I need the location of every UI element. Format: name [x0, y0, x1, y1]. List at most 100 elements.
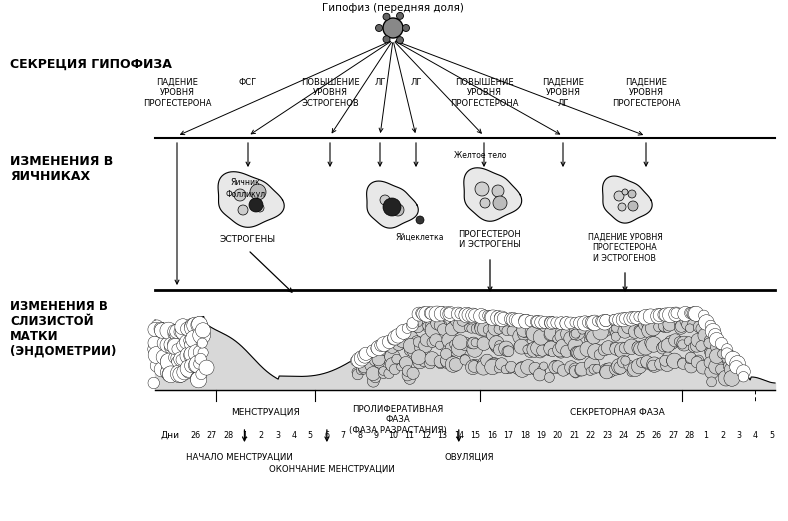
Circle shape — [537, 366, 546, 374]
Circle shape — [423, 324, 432, 332]
Circle shape — [600, 315, 611, 327]
Circle shape — [625, 340, 638, 353]
Circle shape — [437, 320, 448, 331]
Circle shape — [609, 363, 622, 375]
Circle shape — [705, 324, 721, 339]
Circle shape — [653, 321, 663, 332]
Circle shape — [544, 345, 554, 355]
Circle shape — [584, 357, 600, 373]
Circle shape — [519, 315, 530, 325]
Circle shape — [188, 344, 206, 362]
Circle shape — [501, 365, 510, 374]
Circle shape — [496, 358, 507, 370]
Circle shape — [412, 321, 424, 333]
Circle shape — [448, 320, 462, 334]
Circle shape — [551, 317, 563, 329]
Circle shape — [184, 318, 200, 334]
Circle shape — [492, 185, 504, 197]
Circle shape — [533, 329, 549, 345]
Circle shape — [407, 367, 419, 379]
Text: 22: 22 — [585, 430, 596, 440]
Text: 1: 1 — [704, 430, 708, 440]
Circle shape — [180, 347, 197, 364]
Circle shape — [589, 364, 599, 374]
Circle shape — [529, 330, 540, 340]
Circle shape — [442, 332, 458, 348]
Circle shape — [718, 350, 727, 358]
Circle shape — [709, 349, 724, 364]
Circle shape — [600, 368, 608, 377]
Circle shape — [188, 358, 203, 373]
Circle shape — [162, 366, 180, 383]
Circle shape — [425, 357, 436, 369]
Circle shape — [548, 349, 556, 357]
Text: ОКОНЧАНИЕ МЕНСТРУАЦИИ: ОКОНЧАНИЕ МЕНСТРУАЦИИ — [269, 465, 395, 474]
Circle shape — [191, 317, 207, 333]
Circle shape — [154, 323, 170, 338]
Circle shape — [161, 366, 173, 378]
Circle shape — [425, 352, 439, 366]
Circle shape — [598, 344, 611, 356]
Circle shape — [378, 368, 388, 379]
Circle shape — [149, 338, 162, 351]
Circle shape — [707, 377, 716, 387]
Circle shape — [460, 354, 469, 363]
Circle shape — [704, 357, 716, 368]
Circle shape — [404, 347, 413, 355]
Circle shape — [404, 373, 415, 384]
Circle shape — [523, 345, 532, 354]
Circle shape — [485, 311, 496, 322]
Circle shape — [699, 315, 714, 330]
Circle shape — [479, 310, 490, 321]
Circle shape — [627, 368, 635, 376]
Circle shape — [170, 329, 183, 342]
Circle shape — [167, 338, 184, 355]
Circle shape — [452, 341, 466, 356]
Circle shape — [440, 307, 453, 320]
Circle shape — [697, 324, 707, 334]
Circle shape — [519, 365, 526, 374]
Circle shape — [459, 337, 472, 351]
Circle shape — [524, 345, 537, 357]
Circle shape — [151, 337, 166, 352]
Circle shape — [396, 328, 407, 338]
Circle shape — [530, 315, 543, 328]
Circle shape — [724, 370, 740, 386]
Circle shape — [191, 350, 203, 361]
Circle shape — [594, 350, 604, 360]
Circle shape — [698, 310, 709, 320]
Circle shape — [601, 341, 615, 355]
Circle shape — [172, 356, 183, 367]
Circle shape — [585, 316, 599, 329]
Circle shape — [173, 352, 188, 366]
Circle shape — [184, 346, 200, 362]
Circle shape — [443, 306, 458, 321]
Circle shape — [199, 360, 214, 375]
Circle shape — [704, 348, 713, 356]
Circle shape — [539, 316, 551, 328]
Circle shape — [609, 325, 619, 336]
Circle shape — [156, 350, 171, 365]
Text: 4: 4 — [292, 430, 296, 440]
Text: ЛГ: ЛГ — [374, 78, 386, 87]
Circle shape — [411, 350, 426, 365]
Circle shape — [370, 356, 379, 366]
Circle shape — [459, 308, 470, 319]
Text: Дни: Дни — [161, 430, 180, 440]
Circle shape — [195, 322, 210, 338]
Text: ИЗМЕНЕНИЯ В
ЯИЧНИКАХ: ИЗМЕНЕНИЯ В ЯИЧНИКАХ — [10, 155, 113, 183]
Circle shape — [563, 331, 578, 345]
Circle shape — [487, 357, 502, 373]
Circle shape — [641, 322, 657, 338]
Circle shape — [534, 346, 546, 358]
Circle shape — [427, 337, 437, 348]
Circle shape — [552, 342, 567, 357]
Circle shape — [365, 359, 377, 371]
Polygon shape — [218, 172, 284, 227]
Circle shape — [684, 337, 693, 346]
Circle shape — [686, 324, 694, 332]
Circle shape — [570, 348, 580, 357]
Text: ПОВЫШЕНИЕ
УРОВНЯ
ЭСТРОГЕНОВ: ПОВЫШЕНИЕ УРОВНЯ ЭСТРОГЕНОВ — [301, 78, 359, 108]
Circle shape — [624, 339, 639, 354]
Circle shape — [148, 322, 162, 337]
